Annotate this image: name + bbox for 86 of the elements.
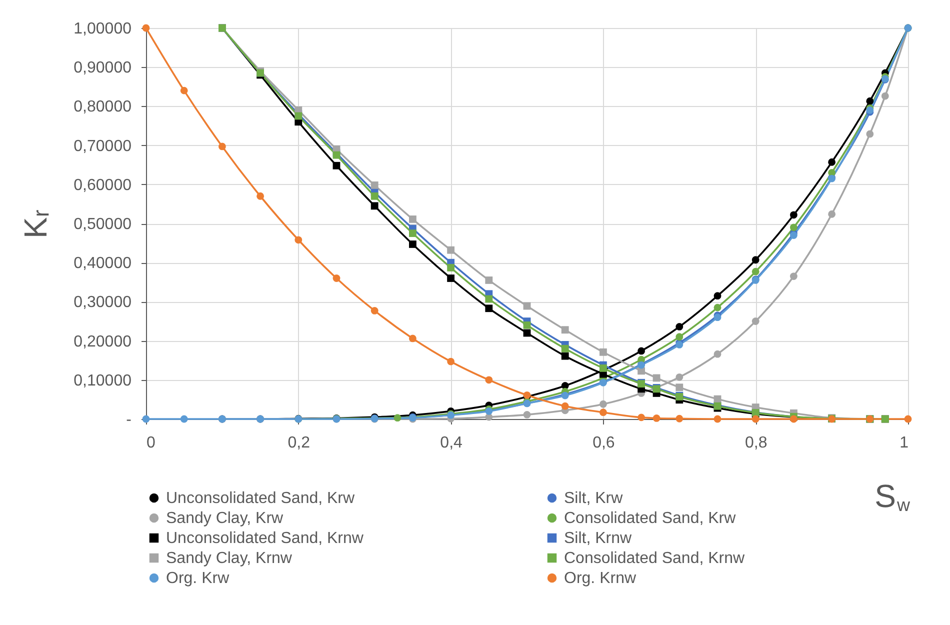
point [676,323,684,330]
point [752,268,760,276]
point [180,415,188,423]
y-axis-title: Kᵣ [18,209,54,239]
point [790,272,798,280]
x-tick-label: 0 [146,434,156,452]
point [638,414,646,422]
point [599,408,607,416]
point [561,352,569,360]
point [599,400,607,408]
point [408,215,416,223]
point [676,384,684,392]
x-tick-label: 0,6 [592,434,615,452]
legend-label: Unconsolidated Sand, Krnw [166,530,364,547]
legend-label: Silt, Krw [564,490,624,507]
point [332,274,340,282]
y-tick-label: 1,00000 [74,20,132,38]
legend-label: Sandy Clay, Krw [166,510,284,527]
legend-label: Silt, Krnw [564,530,632,547]
y-tick-label: 0,60000 [74,176,132,194]
point [523,411,531,418]
point [881,92,889,100]
point [485,376,493,384]
point [408,230,416,237]
point [294,236,302,244]
point [561,344,569,352]
point [561,402,569,410]
y-tick-label: 0,80000 [74,98,132,116]
point [714,304,722,312]
point [218,142,226,150]
point [370,306,378,314]
point [652,414,660,422]
point [408,240,416,248]
point [866,130,874,138]
point [752,318,760,325]
point [256,192,264,200]
point [447,358,455,366]
point [752,415,760,423]
y-tick-label: - [126,412,132,428]
y-tick-label: 0,10000 [74,372,132,390]
y-tick-label: 0,70000 [74,138,132,155]
point [370,181,378,189]
legend-label: Unconsolidated Sand, Krw [166,490,355,507]
point [485,295,493,303]
point [447,246,455,254]
point [714,292,722,300]
x-tick-label: 0,8 [744,434,768,452]
legend-label: Sandy Clay, Krnw [166,550,292,567]
point [828,158,836,166]
point [485,276,493,284]
point [828,210,836,218]
y-tick-label: 0,90000 [74,60,132,77]
point [447,264,455,272]
point [790,224,798,232]
legend-label: Consolidated Sand, Krw [564,510,736,527]
legend-label: Consolidated Sand, Krnw [564,550,745,567]
point [370,202,378,210]
point [332,162,340,170]
x-tick-label: 0,2 [288,434,310,452]
point [561,326,569,334]
y-tick-label: 0,30000 [74,294,132,312]
legend-label: Org. Krw [166,570,230,587]
point [676,414,684,422]
point [676,333,684,341]
x-tick-label: 0,4 [440,434,463,452]
point [638,347,646,355]
point [599,348,607,356]
y-tick-label: 0,50000 [74,216,132,233]
point [652,374,660,382]
point [676,373,684,381]
y-tick-label: 0,20000 [74,333,132,350]
point [180,86,188,94]
x-tick-label: 1 [900,434,909,452]
y-tick-label: 0,40000 [74,255,132,272]
point [866,97,874,105]
point [485,304,493,312]
point [523,321,531,329]
point [370,192,378,200]
legend-label: Org. Krnw [564,570,636,587]
point [714,350,722,358]
point [790,211,798,219]
point [408,334,416,342]
point [447,274,455,282]
point [752,256,760,264]
point [714,415,722,423]
point [394,414,402,422]
